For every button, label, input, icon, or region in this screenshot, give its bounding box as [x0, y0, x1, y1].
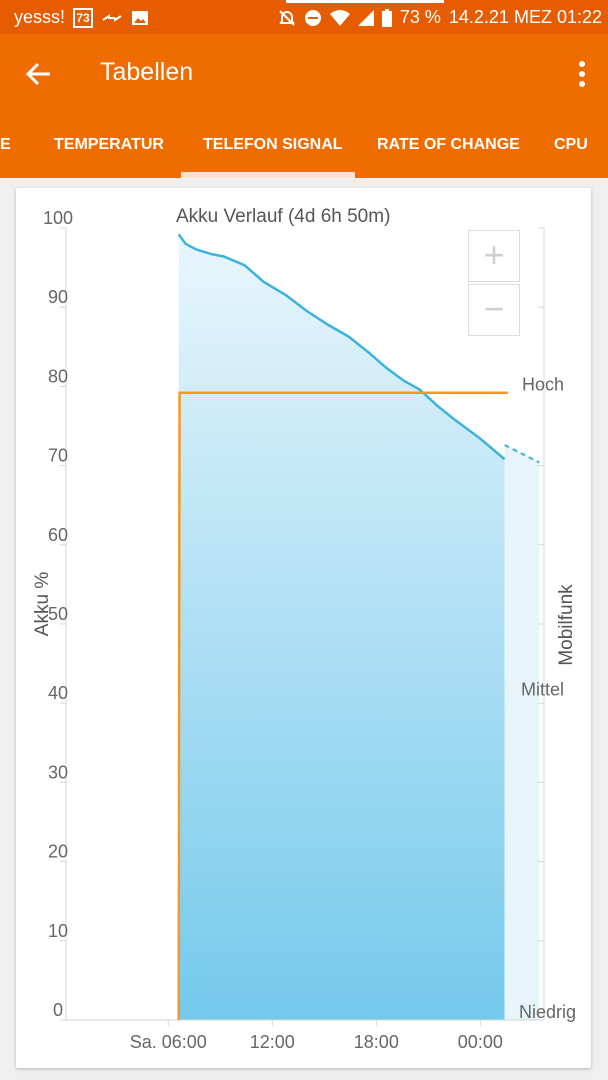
carrier-name: yesss! [14, 7, 66, 27]
signal-icon [357, 9, 374, 26]
status-datetime: 14.2.21 MEZ 01:22 [448, 7, 602, 27]
battery-projected-area [504, 445, 540, 1020]
back-arrow-icon[interactable] [24, 60, 54, 88]
signal-line [177, 391, 509, 1021]
chart-card: 0 10 20 30 40 50 60 70 80 90 100 Sa. 06:00 12:00 18:0… [16, 188, 591, 1068]
y2-level-label: Hoch [522, 375, 564, 395]
y-tick-label: 10 [48, 921, 68, 941]
tab-selected-indicator [181, 172, 355, 178]
tab-bar: E TEMPERATUR TELEFON SIGNAL RATE OF CHAN… [0, 114, 608, 178]
status-top-indicator [286, 0, 444, 3]
wifi-icon [329, 9, 350, 26]
tab-cpu[interactable]: CPU [554, 136, 588, 153]
battery-line [177, 233, 506, 461]
y-tick-label: 20 [48, 842, 68, 862]
tab-rate-of-change[interactable]: RATE OF CHANGE [377, 136, 520, 153]
y-tick-label: 90 [48, 287, 68, 307]
tab-partial[interactable]: E [0, 136, 11, 153]
data-transfer-icon [102, 13, 122, 22]
x-tick-label: 12:00 [250, 1032, 295, 1052]
y-tick-label: 100 [43, 208, 73, 228]
y2-level-label: Niedrig [519, 1002, 576, 1022]
zoom-out-button[interactable]: − [468, 284, 520, 336]
battery-percent: 73 % [399, 7, 441, 27]
y-tick-label: 30 [48, 762, 68, 782]
x-tick-label: Sa. 06:00 [130, 1032, 207, 1052]
mute-bell-icon [279, 9, 295, 26]
x-tick-label: 00:00 [458, 1032, 503, 1052]
y2-level-label: Mittel [521, 679, 564, 699]
battery-chart[interactable]: 0 10 20 30 40 50 60 70 80 90 100 Sa. 06:00 12:00 18:0… [16, 188, 591, 1068]
y-axis-label: Akku % [32, 572, 53, 637]
status-bar: yesss! 73 73 % 14.2.21 MEZ 01:22 [0, 0, 608, 34]
battery-projected-line [504, 444, 540, 464]
y-tick-label: 60 [48, 525, 68, 545]
x-tick-label: 18:00 [354, 1032, 399, 1052]
app-bar: Tabellen [0, 34, 608, 114]
battery-icon [381, 8, 392, 27]
image-icon [132, 10, 149, 25]
overflow-menu-icon[interactable] [578, 60, 586, 88]
y-tick-label: 40 [48, 683, 68, 703]
zoom-in-button[interactable]: + [468, 230, 520, 282]
page-title: Tabellen [100, 58, 194, 86]
notification-badge-icon: 73 [73, 7, 94, 28]
dnd-icon [304, 9, 321, 26]
y-tick-label: 50 [48, 604, 68, 624]
y-tick-label: 70 [48, 446, 68, 466]
chart-title: Akku Verlauf (4d 6h 50m) [176, 206, 390, 227]
y-tick-label: 80 [48, 366, 68, 386]
tab-temperatur[interactable]: TEMPERATUR [54, 136, 164, 153]
tab-telefon-signal[interactable]: TELEFON SIGNAL [203, 136, 343, 153]
battery-area [178, 234, 505, 1020]
y-tick-label: 0 [53, 1000, 63, 1020]
y2-axis-label: Mobilfunk [556, 584, 577, 666]
